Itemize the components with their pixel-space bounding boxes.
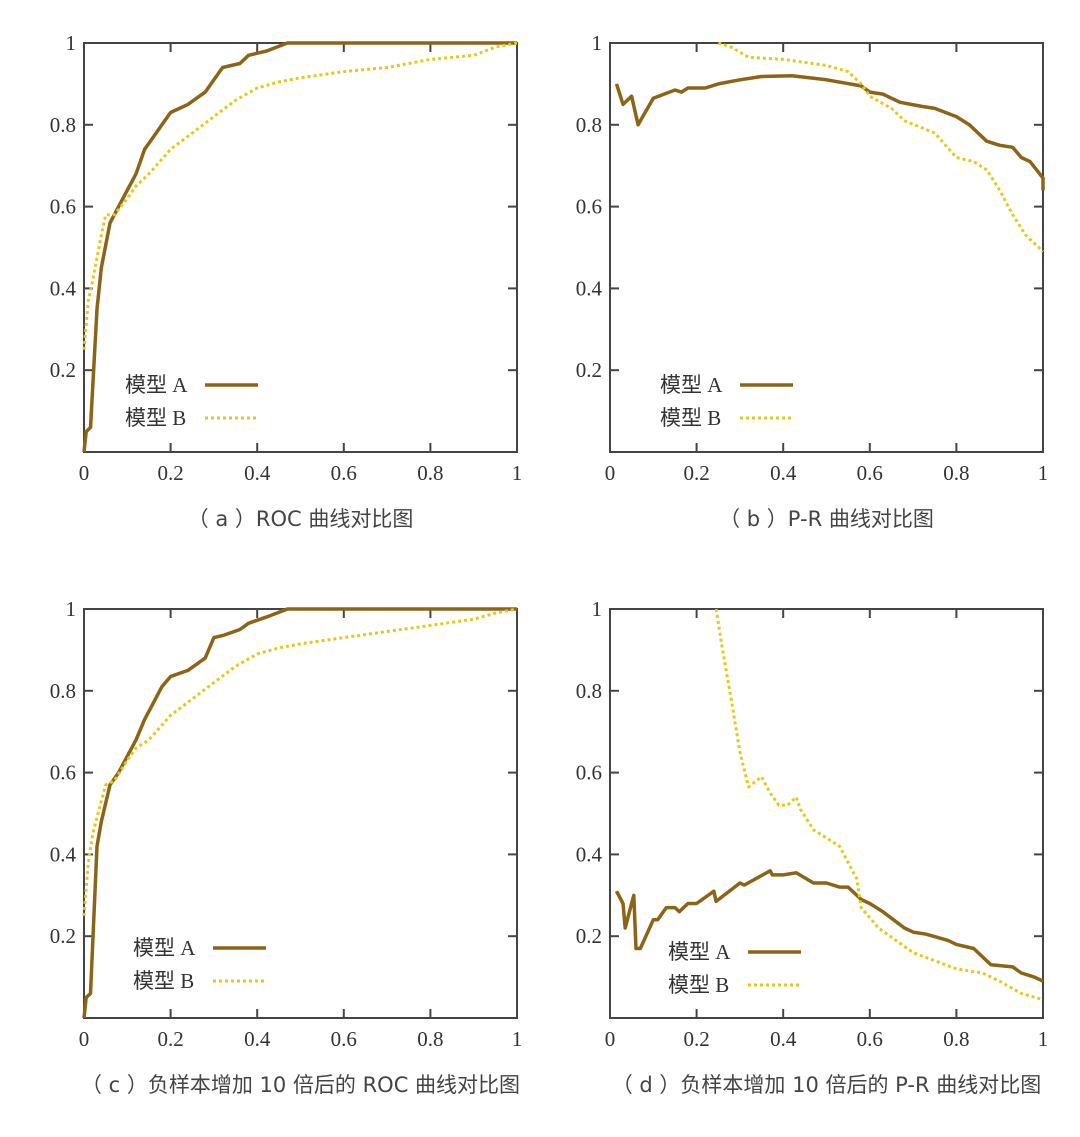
x-tick-label: 0.2 [683,461,709,485]
x-tick-label: 1 [512,1027,523,1051]
series-line-model-a [82,607,517,1019]
y-tick-label: 0.8 [576,113,602,137]
series-line-model-a [614,869,1044,983]
y-tick-label: 0.2 [50,924,76,948]
y-tick-label: 0.8 [576,679,602,703]
x-tick-label: 1 [1038,461,1049,485]
legend-label: 模型 A [133,936,196,960]
x-tick-label: 0.6 [857,1027,883,1051]
series-line-model-a [82,41,517,453]
y-tick-label: 0.2 [576,358,602,382]
chart-panel-c: 0 0.2 0.4 0.6 0.8 1 0.2 0.4 0.6 0.8 1 模型 A 模型 B （ c ）… [50,597,523,1097]
legend-label: 模型 B [660,406,721,430]
x-tick-label: 0 [605,1027,616,1051]
series-line-model-b [82,607,518,916]
x-tick-label: 0.2 [157,1027,183,1051]
y-tick-label: 0.4 [576,276,603,300]
chart-panel-d: 0 0.2 0.4 0.6 0.8 1 0.2 0.4 0.6 0.8 1 模型 A 模型 B （ d ）… [576,597,1049,1097]
y-tick-label: 0.6 [576,761,602,785]
chart-panel-b: 0 0.2 0.4 0.6 0.8 1 0.2 0.4 0.6 0.8 1 模型 A 模型 B （ b ）… [576,31,1049,531]
x-tick-label: 0.4 [244,461,271,485]
legend-label: 模型 B [133,969,194,993]
y-tick-label: 1 [66,597,77,621]
y-tick-label: 0.4 [50,276,77,300]
x-tick-label: 1 [512,461,523,485]
series-line-model-b [714,608,1044,1002]
x-tick-label: 0.8 [417,461,443,485]
plot-frame [609,608,1044,1019]
y-tick-label: 1 [66,31,77,55]
series-line-model-b [82,41,518,350]
x-tick-label: 0.4 [770,461,797,485]
y-tick-label: 0.6 [50,195,76,219]
x-tick-label: 0 [79,461,90,485]
y-tick-label: 0.4 [576,842,603,866]
x-tick-label: 0.8 [943,461,969,485]
panel-caption: （ b ）P-R 曲线对比图 [719,507,934,531]
x-tick-label: 0.8 [417,1027,443,1051]
series-line-model-b [717,41,1045,253]
x-tick-label: 0.8 [943,1027,969,1051]
plot-frame [609,42,1044,453]
legend-label: 模型 A [668,940,731,964]
x-tick-label: 0.6 [331,1027,357,1051]
chart-panel-a: 0 0.2 0.4 0.6 0.8 1 0.2 0.4 0.6 0.8 1 模型 A 模型 B （ a ）… [50,31,523,531]
y-tick-label: 0.6 [576,195,602,219]
legend-label: 模型 B [668,973,729,997]
x-tick-label: 1 [1038,1027,1049,1051]
x-tick-label: 0.4 [244,1027,271,1051]
panel-caption: （ d ）负样本增加 10 倍后的 P-R 曲线对比图 [612,1073,1041,1097]
x-tick-label: 0.6 [857,461,883,485]
panel-caption: （ c ）负样本增加 10 倍后的 ROC 曲线对比图 [81,1073,520,1097]
y-tick-label: 0.4 [50,842,77,866]
x-tick-label: 0 [79,1027,90,1051]
x-tick-label: 0.2 [683,1027,709,1051]
x-tick-label: 0.4 [770,1027,797,1051]
series-line-model-a [614,73,1045,191]
legend-label: 模型 A [660,373,723,397]
x-tick-label: 0.6 [331,461,357,485]
x-tick-label: 0 [605,461,616,485]
legend-label: 模型 A [125,373,188,397]
y-tick-label: 0.6 [50,761,76,785]
x-tick-label: 0.2 [157,461,183,485]
y-tick-label: 0.2 [576,924,602,948]
y-tick-label: 0.8 [50,113,76,137]
panel-caption: （ a ）ROC 曲线对比图 [188,507,414,531]
y-tick-label: 1 [592,597,603,621]
y-tick-label: 0.2 [50,358,76,382]
y-tick-label: 0.8 [50,679,76,703]
y-tick-label: 1 [592,31,603,55]
legend-label: 模型 B [125,406,186,430]
